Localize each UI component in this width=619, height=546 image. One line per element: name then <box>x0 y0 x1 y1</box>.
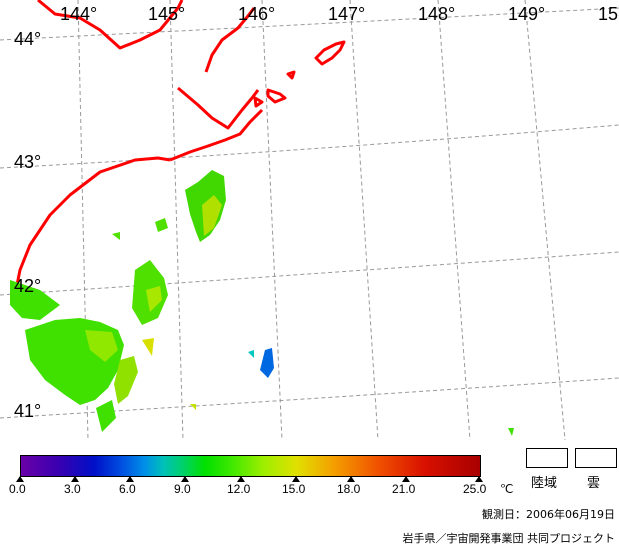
sst-patch-west <box>10 280 60 320</box>
lon-label-147: 147° <box>328 4 366 24</box>
coast-north <box>37 0 184 50</box>
colorbar-tick <box>16 476 24 482</box>
observation-date: 観測日：2006年06月19日 <box>482 508 615 521</box>
coast-main <box>13 156 171 296</box>
colorbar-unit: ℃ <box>500 482 514 496</box>
parallel-41 <box>0 377 619 419</box>
credit-line: 岩手県／宇宙開発事業団 共同プロジェクト <box>402 532 616 545</box>
lat-label-43: 43° <box>14 152 42 172</box>
sst-patch-main-warm <box>85 330 118 362</box>
island-3 <box>286 70 296 80</box>
colorbar-label-12: 12.0 <box>227 482 251 496</box>
parallel-44 <box>0 7 619 41</box>
coast-east <box>169 108 264 162</box>
island-2 <box>253 96 264 108</box>
cloud-legend-label: 雲 <box>587 476 601 491</box>
sst-map <box>0 0 619 440</box>
sst-patch-small-a <box>155 218 168 232</box>
lon-label-144: 144° <box>60 4 98 24</box>
meridian-148 <box>437 0 471 440</box>
sst-patch-main <box>25 318 124 405</box>
sst-patch-cold-b <box>248 350 254 358</box>
meridian-146 <box>261 0 283 440</box>
island-kunashiri <box>314 40 346 66</box>
colorbar-tick <box>475 476 483 482</box>
sst-patch-southeast <box>114 356 138 404</box>
meridian-147 <box>349 0 379 440</box>
cloud-legend-box <box>575 448 617 468</box>
meridian-145 <box>169 0 184 440</box>
colorbar-tick <box>126 476 134 482</box>
colorbar-tick <box>181 476 189 482</box>
coast-nemuro <box>204 7 256 73</box>
coast-shiretoko <box>177 86 260 130</box>
colorbar-label-15: 15.0 <box>282 482 306 496</box>
lon-label-149: 149° <box>508 4 546 24</box>
land-legend-label: 陸域 <box>531 476 558 491</box>
colorbar-label-25: 25.0 <box>463 482 487 496</box>
colorbar-tick <box>402 476 410 482</box>
sst-patch-se-warm <box>142 338 154 356</box>
sst-patch-cold <box>260 348 274 378</box>
lat-label-41: 41° <box>14 401 42 421</box>
colorbar-tick <box>71 476 79 482</box>
lon-label-146: 146° <box>238 4 276 24</box>
lon-label-145: 145° <box>148 4 186 24</box>
colorbar-tick <box>292 476 300 482</box>
island-1 <box>266 88 287 104</box>
colorbar-tick <box>347 476 355 482</box>
sst-patches <box>10 170 514 436</box>
temperature-colorbar <box>20 455 481 477</box>
colorbar-tick <box>237 476 245 482</box>
graticule <box>0 0 619 440</box>
parallel-43 <box>0 124 619 169</box>
lon-label-150: 15 <box>598 4 619 24</box>
sst-patch-small-b <box>112 232 120 240</box>
sst-patch-mid-warm <box>146 286 162 312</box>
parallel-42 <box>0 251 619 296</box>
colorbar-label-3: 3.0 <box>64 482 81 496</box>
sst-patch-tiny-2 <box>508 428 514 436</box>
lat-label-42: 42° <box>14 276 42 296</box>
land-legend-box <box>526 448 568 468</box>
sst-patch-north-warm <box>202 195 222 236</box>
colorbar-label-18: 18.0 <box>337 482 361 496</box>
meridian-149 <box>524 0 566 440</box>
sst-patch-tiny-1 <box>190 404 196 410</box>
lat-label-44: 44° <box>14 29 42 49</box>
colorbar-label-6: 6.0 <box>119 482 136 496</box>
colorbar-label-21: 21.0 <box>392 482 416 496</box>
coastline <box>13 0 346 296</box>
lon-label-148: 148° <box>418 4 456 24</box>
sst-patch-south-1 <box>96 400 116 432</box>
colorbar-label-0: 0.0 <box>9 482 26 496</box>
colorbar-label-9: 9.0 <box>174 482 191 496</box>
